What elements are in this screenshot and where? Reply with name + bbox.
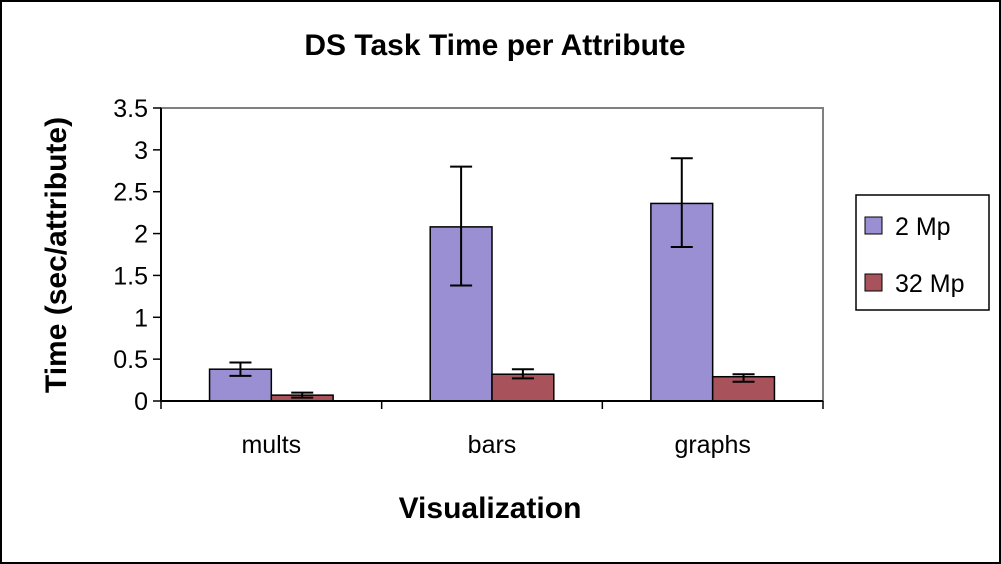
legend-swatch-2mp: [864, 216, 883, 235]
y-axis-title: Time (sec/attribute): [40, 117, 73, 393]
x-category-label: bars: [468, 431, 517, 459]
legend-swatch-32mp: [864, 273, 883, 292]
chart-title: DS Task Time per Attribute: [304, 29, 685, 62]
y-tick-label: 3.5: [113, 95, 148, 123]
y-axis: 0 0.5 1 1.5 2 2.5 3 3.5: [113, 95, 162, 416]
y-tick-label: 1: [134, 304, 148, 332]
legend-label-32mp: 32 Mp: [895, 270, 964, 298]
y-tick-label: 0.5: [113, 346, 148, 374]
y-tick-label: 0: [134, 388, 148, 416]
bars-group: [208, 202, 776, 402]
y-tick-label: 2.5: [113, 179, 148, 207]
legend-label-2mp: 2 Mp: [895, 213, 951, 241]
legend: 2 Mp 32 Mp: [855, 194, 990, 311]
x-axis: mults bars graphs: [160, 400, 824, 459]
y-tick-label: 2: [134, 221, 148, 249]
y-tick-label: 1.5: [113, 262, 148, 290]
legend-box: [855, 194, 990, 311]
y-tick-label: 3: [134, 137, 148, 165]
x-category-label: graphs: [674, 431, 750, 459]
error-bars-group: [229, 157, 755, 399]
x-axis-title: Visualization: [399, 492, 582, 525]
x-category-label: mults: [241, 431, 301, 459]
